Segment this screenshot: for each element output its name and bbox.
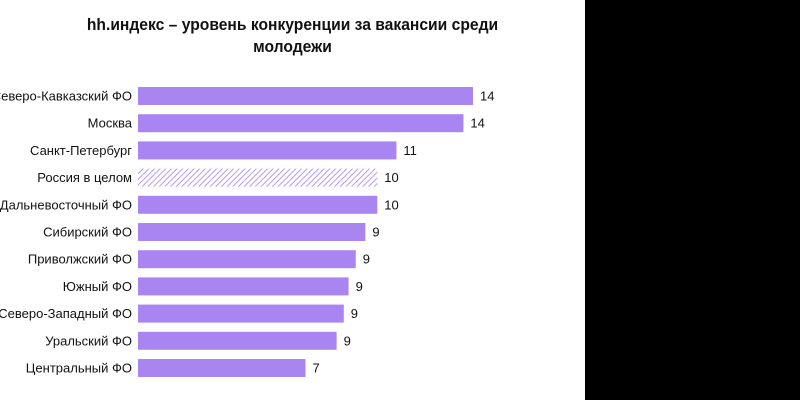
data-label: 9 (372, 225, 379, 240)
bar (138, 114, 464, 133)
category-label: Россия в целом (37, 170, 132, 185)
data-label: 14 (480, 89, 494, 104)
data-label: 9 (363, 252, 370, 267)
category-label: Санкт-Петербург (30, 143, 132, 158)
category-label: Приволжский ФО (28, 252, 132, 267)
chart-title: hh.индекс – уровень конкуренции за вакан… (86, 15, 499, 56)
bar (138, 168, 378, 187)
category-label: Южный ФО (63, 279, 132, 294)
data-label: 11 (403, 143, 417, 158)
category-label: Северо-Западный ФО (0, 306, 132, 321)
bar-chart: Северо-Кавказский ФО 14 Москва 14 Санкт-Пете… (0, 87, 494, 377)
bar (138, 304, 344, 323)
category-label: Северо-Кавказский ФО (0, 89, 132, 104)
category-label: Сибирский ФО (43, 225, 132, 240)
data-label: 10 (384, 197, 398, 212)
data-label: 9 (344, 333, 351, 348)
data-label: 10 (384, 170, 398, 185)
category-label: Уральский ФО (45, 333, 132, 348)
bar (138, 87, 473, 105)
bar (138, 141, 397, 160)
bar (138, 277, 349, 296)
data-label: 9 (356, 279, 363, 294)
data-label: 9 (351, 306, 358, 321)
bar (138, 331, 337, 350)
bar (138, 359, 306, 377)
bar (138, 195, 378, 214)
data-label: 14 (470, 116, 484, 131)
data-label: 7 (313, 361, 320, 376)
bar (138, 223, 366, 241)
category-label: Москва (88, 116, 133, 131)
category-label: Центральный ФО (26, 361, 132, 376)
bar (138, 250, 356, 269)
category-label: Дальневосточный ФО (0, 197, 132, 212)
